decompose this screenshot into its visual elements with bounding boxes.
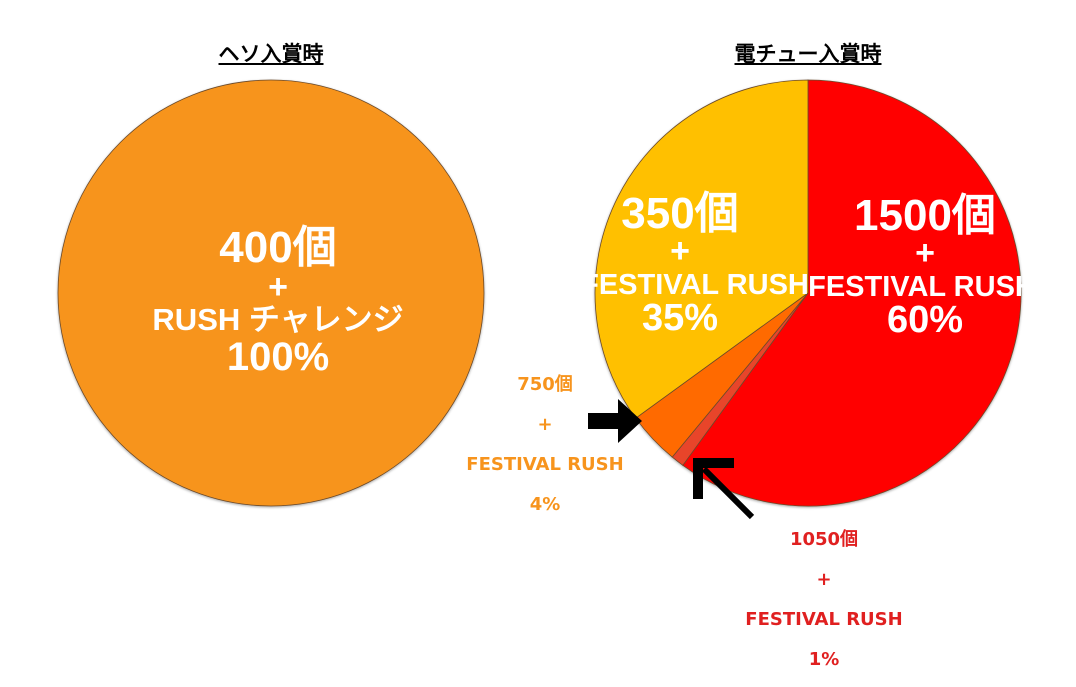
callout-1050-amount: 1050個 — [789, 529, 859, 550]
callout-1050-plus: + — [816, 569, 832, 590]
heso-slice-label: 400個 + RUSH チャレンジ 100% — [152, 223, 403, 379]
heso-rush-label: RUSH チャレンジ — [152, 302, 403, 337]
callout-750-rush: FESTIVAL RUSH — [466, 454, 624, 475]
heso-plus-label: + — [268, 268, 288, 306]
denchu-slice-3 — [594, 79, 809, 419]
denchu-350-rush-label: FESTIVAL RUSH — [581, 269, 809, 301]
denchu-350-percent-label: 35% — [642, 297, 718, 339]
callout-1050: 1050個 + FESTIVAL RUSH 1% — [745, 520, 902, 680]
heso-slice-0 — [57, 79, 485, 507]
arrow-right-icon — [588, 399, 642, 443]
heso-pie — [57, 79, 485, 507]
denchu-1500-plus-label: + — [915, 234, 935, 272]
callout-750-plus: + — [537, 414, 553, 435]
denchu-350-plus-label: + — [670, 232, 690, 270]
arrow-up-left-icon — [693, 458, 755, 520]
heso-amount-label: 400個 — [219, 223, 336, 272]
callout-1050-percent: 1% — [808, 649, 840, 670]
callout-750-percent: 4% — [529, 494, 561, 515]
callout-1050-rush: FESTIVAL RUSH — [745, 609, 903, 630]
denchu-1500-percent-label: 60% — [887, 299, 963, 341]
heso-percent-label: 100% — [227, 335, 329, 379]
denchu-350-amount-label: 350個 — [621, 189, 738, 238]
denchu-1500-slice-label: 1500個 + FESTIVAL RUSH 60% — [808, 191, 1036, 341]
denchu-1500-rush-label: FESTIVAL RUSH — [808, 271, 1036, 303]
denchu-chart-title: 電チュー入賞時 — [734, 42, 882, 66]
denchu-1500-amount-label: 1500個 — [854, 191, 996, 240]
denchu-slice-0 — [682, 79, 1022, 507]
callout-750-amount: 750個 — [517, 374, 573, 395]
denchu-350-slice-label: 350個 + FESTIVAL RUSH 35% — [581, 189, 809, 339]
heso-chart-title: ヘソ入賞時 — [218, 42, 324, 66]
callout-750: 750個 + FESTIVAL RUSH 4% — [466, 365, 623, 525]
denchu-pie — [594, 79, 1022, 507]
